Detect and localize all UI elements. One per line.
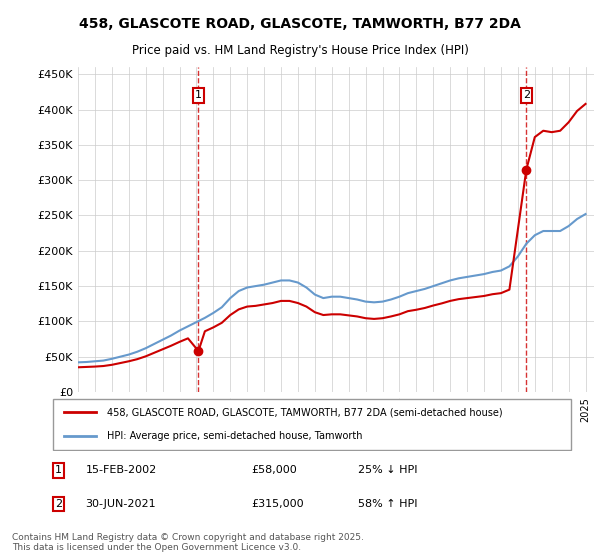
Text: HPI: Average price, semi-detached house, Tamworth: HPI: Average price, semi-detached house,…: [107, 431, 362, 441]
Text: 458, GLASCOTE ROAD, GLASCOTE, TAMWORTH, B77 2DA: 458, GLASCOTE ROAD, GLASCOTE, TAMWORTH, …: [79, 17, 521, 31]
Text: 58% ↑ HPI: 58% ↑ HPI: [358, 499, 417, 509]
Text: 25% ↓ HPI: 25% ↓ HPI: [358, 465, 417, 475]
FancyBboxPatch shape: [53, 399, 571, 450]
Text: 15-FEB-2002: 15-FEB-2002: [85, 465, 157, 475]
Text: £58,000: £58,000: [251, 465, 296, 475]
Text: Contains HM Land Registry data © Crown copyright and database right 2025.
This d: Contains HM Land Registry data © Crown c…: [12, 533, 364, 552]
Text: 1: 1: [195, 91, 202, 100]
Text: 1: 1: [55, 465, 62, 475]
Text: 2: 2: [55, 499, 62, 509]
Text: 2: 2: [523, 91, 530, 100]
Text: 458, GLASCOTE ROAD, GLASCOTE, TAMWORTH, B77 2DA (semi-detached house): 458, GLASCOTE ROAD, GLASCOTE, TAMWORTH, …: [107, 408, 502, 418]
Text: Price paid vs. HM Land Registry's House Price Index (HPI): Price paid vs. HM Land Registry's House …: [131, 44, 469, 57]
Text: £315,000: £315,000: [251, 499, 304, 509]
Text: 30-JUN-2021: 30-JUN-2021: [85, 499, 156, 509]
